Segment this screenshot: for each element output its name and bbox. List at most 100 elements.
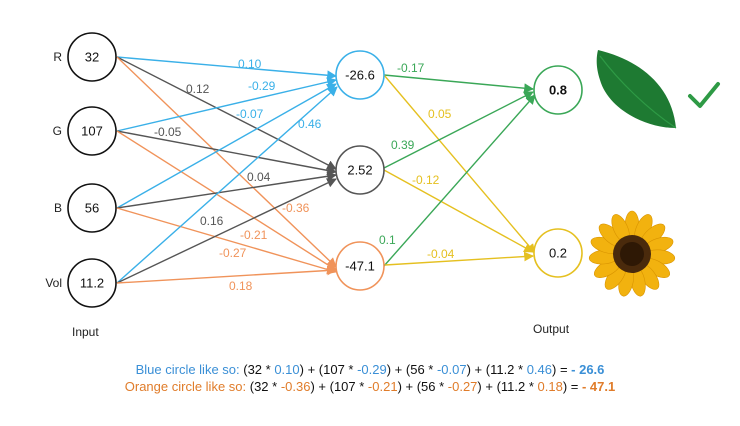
weight-label: 0.18: [229, 279, 253, 293]
weight-label: 0.39: [391, 138, 415, 152]
edge-h1-o1: [383, 74, 534, 94]
weight-label: -0.07: [236, 107, 264, 121]
node-value: 0.8: [549, 83, 567, 98]
checkmark-icon: [688, 82, 720, 108]
output-node-2: 0.2: [533, 228, 583, 278]
hidden-layer: -26.6 2.52 -47.1: [335, 50, 385, 291]
orange-circle-formula: Orange circle like so: (32 * -0.36) + (1…: [0, 379, 740, 394]
sunflower-icon: [588, 210, 676, 297]
formula-text: ) =: [562, 379, 582, 394]
formula-text: ) + (107 *: [299, 362, 358, 377]
node-circle: [335, 50, 385, 100]
formula-weight: 0.18: [537, 379, 563, 394]
node-circle: [67, 183, 117, 233]
input-node-r: R 32: [53, 32, 117, 82]
node-circle: [335, 145, 385, 195]
weight-label: 0.1: [379, 233, 396, 247]
output-layer-label: Output: [533, 322, 570, 336]
node-value: 107: [81, 124, 103, 139]
blue-circle-formula: Blue circle like so: (32 * 0.10) + (107 …: [0, 362, 740, 377]
edge-g-h2: [116, 130, 337, 176]
edge-h2-o2: [383, 169, 534, 253]
formula-text: ) + (56 *: [397, 379, 448, 394]
output-layer: 0.8 0.2: [533, 65, 583, 278]
input-node-b: B 56: [54, 183, 117, 233]
weight-label: -0.36: [282, 201, 310, 215]
input-connections: [116, 56, 338, 284]
formula-result: - 47.1: [581, 379, 616, 394]
edge-vol-h3: [116, 265, 337, 284]
formula-text: ) + (56 *: [386, 362, 437, 377]
hidden-node-3: -47.1: [335, 241, 385, 291]
formula-text: ) + (107 *: [310, 379, 368, 394]
edge-h3-o2: [384, 251, 534, 266]
input-layer-label: Input: [72, 325, 99, 339]
formula-text: (32 *: [239, 362, 275, 377]
weight-label: 0.04: [247, 170, 271, 184]
node-value: -47.1: [345, 259, 375, 274]
node-circle: [67, 106, 117, 156]
formula-text: ) =: [552, 362, 572, 377]
edge-r-h3: [116, 56, 337, 268]
edge-b-h3: [116, 207, 337, 275]
node-value: 0.2: [549, 246, 567, 261]
output-connections: [383, 74, 536, 267]
hidden-node-1: -26.6: [335, 50, 385, 100]
edge-h3-o1: [383, 94, 536, 267]
edge-r-h2: [116, 56, 337, 170]
edge-vol-h2: [116, 178, 337, 284]
formula-weight: -0.27: [447, 379, 478, 394]
input-label: R: [53, 50, 62, 64]
input-layer: R 32 G 107 B 56 Vol 11.2: [45, 32, 117, 308]
node-circle: [533, 65, 583, 115]
formula-weight: -0.29: [357, 362, 387, 377]
weight-label: 0.10: [238, 57, 262, 71]
edge-vol-h1: [116, 86, 338, 284]
node-circle: [67, 32, 117, 82]
output-node-1: 0.8: [533, 65, 583, 115]
node-value: 11.2: [80, 276, 104, 291]
node-circle: [533, 228, 583, 278]
weight-label: 0.16: [200, 214, 224, 228]
input-node-g: G 107: [53, 106, 117, 156]
weight-label: 0.12: [186, 82, 210, 96]
weight-label: -0.04: [427, 247, 455, 261]
edge-g-h3: [116, 130, 337, 271]
edge-h2-o1: [383, 91, 534, 169]
weight-label: -0.17: [397, 61, 425, 75]
formula-weight: 0.10: [274, 362, 300, 377]
formula-text: ) + (11.2 *: [466, 362, 527, 377]
edge-b-h1: [116, 83, 337, 209]
input-label: G: [53, 124, 62, 138]
weight-label: -0.21: [240, 228, 268, 242]
input-node-vol: Vol 11.2: [45, 258, 117, 308]
formula-weight: -0.36: [280, 379, 311, 394]
edge-r-h1: [116, 56, 337, 81]
node-value: 32: [85, 50, 99, 65]
formula-result: - 26.6: [571, 362, 605, 377]
edge-g-h1: [116, 77, 337, 132]
node-circle: [67, 258, 117, 308]
formula-prefix: Orange circle like so:: [124, 379, 247, 394]
formula-text: (32 *: [246, 379, 281, 394]
input-label: B: [54, 201, 62, 215]
node-value: 2.52: [347, 163, 372, 178]
hidden-node-2: 2.52: [335, 145, 385, 195]
formula-prefix: Blue circle like so:: [135, 362, 240, 377]
edge-h1-o2: [383, 74, 536, 254]
formula-text: ) + (11.2 *: [477, 379, 538, 394]
weight-label: 0.46: [298, 117, 322, 131]
node-value: 56: [85, 201, 99, 216]
input-label: Vol: [45, 276, 62, 290]
input-weight-labels: 0.10 0.12 -0.29 -0.07 -0.05 0.46 0.04 -0…: [154, 57, 322, 293]
output-weight-labels: -0.17 0.05 0.39 -0.12 0.1 -0.04: [379, 61, 455, 261]
edge-b-h2: [116, 171, 337, 209]
weight-label: 0.05: [428, 107, 452, 121]
formula-weight: -0.21: [367, 379, 398, 394]
weight-label: -0.05: [154, 125, 182, 139]
node-circle: [335, 241, 385, 291]
weight-label: -0.27: [219, 246, 247, 260]
formula-weight: -0.07: [436, 362, 467, 377]
leaf-icon: [596, 50, 677, 129]
